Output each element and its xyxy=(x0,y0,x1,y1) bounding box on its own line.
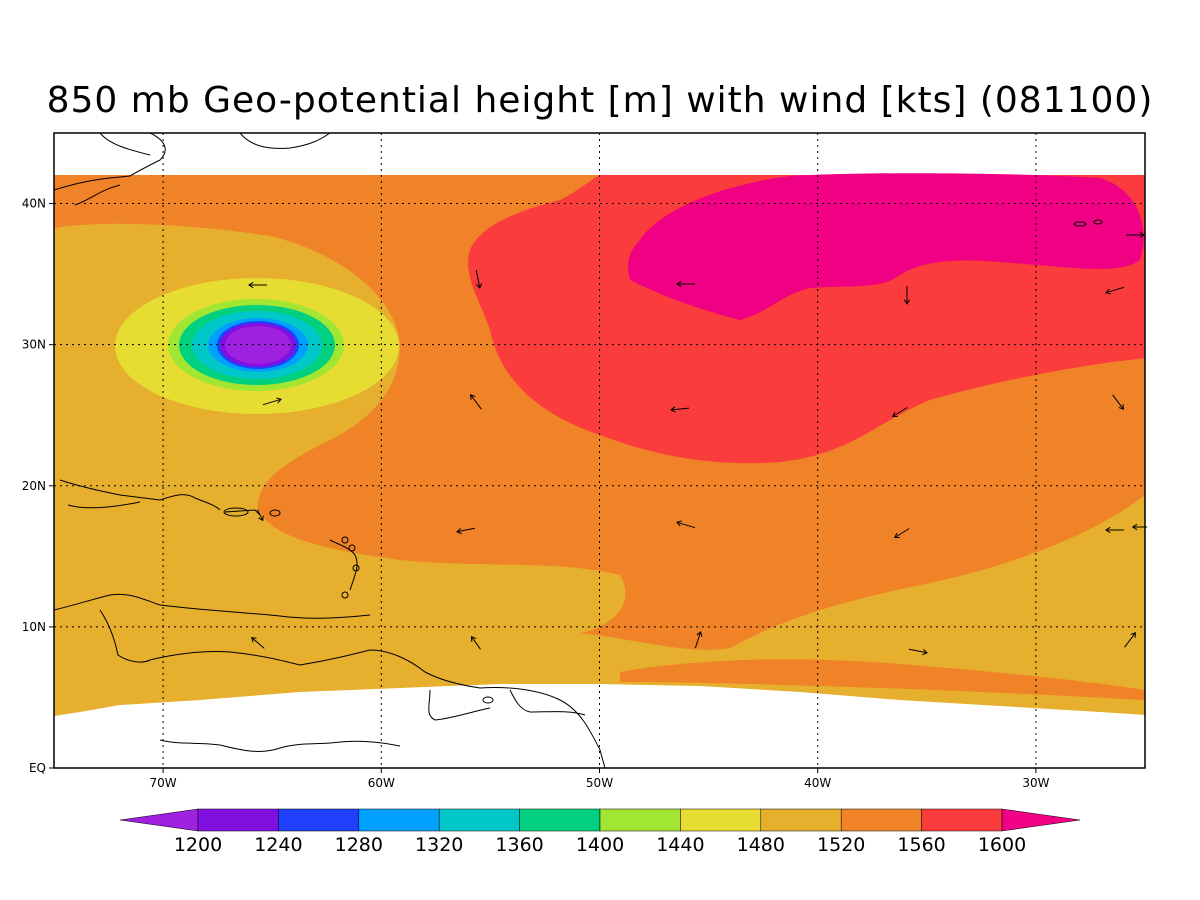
colorbar: 1200 1240 1280 1320 1360 1400 1440 1480 1520 1560… xyxy=(119,808,1081,856)
colorbar-label: 1520 xyxy=(817,834,865,856)
wind-arrow xyxy=(470,394,482,410)
colorbar-swatch xyxy=(438,808,520,832)
colorbar-swatch xyxy=(358,808,440,832)
lon-tick-label: 60W xyxy=(368,776,395,790)
wind-arrow xyxy=(475,269,483,289)
lat-tick-label: 20N xyxy=(22,479,46,493)
colorbar-label: 1280 xyxy=(335,834,383,856)
colorbar-swatch xyxy=(599,808,681,832)
colorbar-label: 1560 xyxy=(897,834,945,856)
axis-labels: 70W 60W 50W 40W 30W EQ 10N 20N 30N 40N xyxy=(22,197,1050,790)
lat-lon-grid xyxy=(54,133,1145,768)
colorbar-label: 1480 xyxy=(737,834,785,856)
wind-arrow xyxy=(1126,231,1145,239)
wind-arrow xyxy=(456,527,476,535)
lon-tick-label: 40W xyxy=(804,776,831,790)
colorbar-swatch xyxy=(760,808,842,832)
colorbar-label: 1400 xyxy=(576,834,624,856)
map-title: 850 mb Geo-potential height [m] with win… xyxy=(46,80,1154,121)
wind-arrow xyxy=(894,528,910,539)
lon-tick-label: 30W xyxy=(1022,776,1049,790)
wind-arrow xyxy=(1105,526,1124,534)
lon-tick-label: 50W xyxy=(586,776,613,790)
coastlines xyxy=(54,133,606,768)
lat-tick-label: 40N xyxy=(22,197,46,211)
cyclone-rings xyxy=(115,278,399,414)
wind-arrow xyxy=(903,286,911,305)
wind-arrow xyxy=(694,631,703,649)
colorbar-swatch xyxy=(278,808,360,832)
colorbar-label: 1600 xyxy=(978,834,1026,856)
wind-arrow xyxy=(1112,394,1124,410)
wind-arrow xyxy=(248,281,267,289)
wind-arrow xyxy=(262,397,282,406)
contour-fill-1560-south xyxy=(620,659,1145,700)
lat-tick-label: EQ xyxy=(29,761,46,775)
lon-tick-label: 70W xyxy=(150,776,177,790)
colorbar-label: 1200 xyxy=(174,834,222,856)
colorbar-max-triangle xyxy=(1001,808,1081,832)
wind-arrow xyxy=(256,509,264,522)
colorbar-min-triangle xyxy=(119,808,199,832)
colorbar-swatch xyxy=(921,808,1003,832)
wind-arrow xyxy=(676,520,696,529)
colorbar-swatch xyxy=(680,808,762,832)
wind-vectors xyxy=(248,231,1148,656)
colorbar-label: 1240 xyxy=(254,834,302,856)
wind-arrow xyxy=(676,280,695,288)
wind-arrow xyxy=(892,407,908,418)
colorbar-label: 1360 xyxy=(495,834,543,856)
wind-arrow xyxy=(250,636,265,649)
wind-arrow xyxy=(1124,632,1136,648)
colorbar-swatch xyxy=(840,808,922,832)
colorbar-label: 1320 xyxy=(415,834,463,856)
lat-tick-label: 30N xyxy=(22,338,46,352)
colorbar-swatch xyxy=(519,808,601,832)
colorbar-swatch xyxy=(197,808,279,832)
wind-arrow xyxy=(470,635,481,650)
islands xyxy=(223,219,1103,704)
wind-arrow xyxy=(670,406,690,413)
contour-fill-1640 xyxy=(628,173,1144,320)
wind-arrow xyxy=(1105,286,1125,295)
colorbar-label: 1440 xyxy=(656,834,704,856)
lat-tick-label: 10N xyxy=(22,620,46,634)
shaded-field xyxy=(54,133,1145,768)
wind-arrow xyxy=(908,648,928,656)
